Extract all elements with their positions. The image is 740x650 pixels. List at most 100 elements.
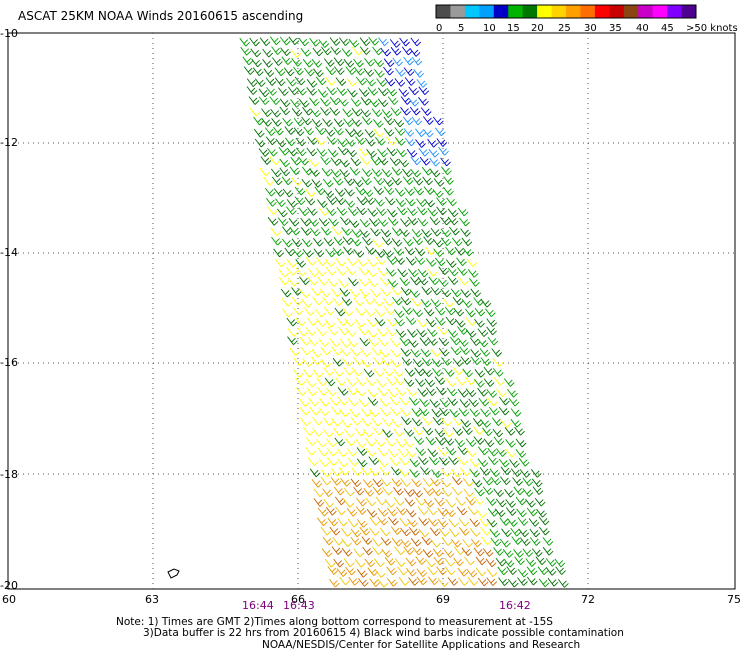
wind-barb [418, 517, 429, 526]
wind-barb [449, 408, 460, 418]
wind-barb [450, 288, 462, 298]
wind-barb [408, 97, 420, 107]
wind-barb [296, 387, 307, 396]
lat-lon-grid [8, 33, 735, 589]
wind-barb [509, 459, 520, 468]
wind-barb [290, 156, 302, 166]
wind-barb [364, 57, 375, 67]
wind-barb [259, 37, 271, 47]
wind-barb [361, 466, 372, 476]
color-scale-labels: 0 5 10 15 20 25 30 35 40 45 >50 knots [436, 23, 738, 34]
wind-barb [457, 326, 468, 335]
wind-barb [396, 206, 408, 216]
wind-barb [432, 367, 443, 377]
wind-barb [356, 196, 368, 206]
wind-barb [303, 369, 314, 378]
wind-barb [384, 196, 396, 206]
wind-barb [457, 267, 468, 276]
wind-barb [351, 118, 363, 127]
wind-barb [367, 278, 379, 288]
wind-barb [429, 157, 441, 167]
wind-barb [287, 328, 299, 337]
wind-barb [428, 456, 440, 466]
wind-barb [371, 108, 383, 117]
wind-barb [332, 297, 344, 306]
wind-barb [498, 458, 510, 468]
wind-barb [394, 317, 405, 327]
wind-barb [387, 507, 398, 517]
wind-barb [476, 509, 487, 518]
wind-barb [250, 48, 262, 58]
wind-barb [428, 276, 440, 286]
wind-barb [440, 468, 452, 477]
wind-barb [457, 567, 469, 577]
wind-barb [465, 329, 477, 338]
wind-barb [335, 377, 346, 386]
wind-barb [462, 477, 474, 487]
wind-barb [325, 248, 336, 258]
wind-barb [251, 58, 262, 68]
wind-barb [374, 249, 386, 258]
wind-barb [420, 107, 432, 116]
wind-barb [387, 388, 399, 398]
wind-barb [418, 456, 429, 465]
wind-barb [448, 456, 459, 465]
wind-barb [359, 218, 371, 228]
wind-barb [397, 566, 408, 576]
plot-frame [7, 32, 736, 590]
wind-barb [321, 167, 333, 177]
wind-barb [275, 138, 287, 148]
wind-barb [320, 97, 331, 107]
wind-barb [486, 389, 498, 398]
wind-barb [304, 188, 316, 198]
wind-barb [411, 478, 422, 488]
wind-barb [365, 246, 376, 255]
wind-barb [393, 497, 405, 506]
wind-barb [380, 407, 391, 417]
wind-barb [339, 288, 351, 297]
wind-barb [272, 57, 283, 66]
wind-barb [325, 207, 337, 216]
wind-barb [380, 287, 392, 297]
wind-barb [375, 256, 387, 265]
wind-barb [404, 368, 416, 377]
wind-barb [428, 576, 439, 586]
wind-barb [356, 447, 368, 456]
wind-barb [355, 387, 367, 397]
wind-barb [365, 437, 376, 447]
wind-barb [427, 517, 439, 527]
wind-barb [477, 577, 489, 587]
wind-barb [316, 327, 328, 337]
wind-barb [328, 217, 339, 227]
wind-barb [315, 267, 327, 277]
wind-barb [495, 557, 507, 567]
wind-barb [395, 198, 407, 208]
wind-barb [379, 277, 391, 286]
wind-barb [393, 309, 405, 318]
wind-barb [313, 488, 325, 497]
wind-barb [248, 96, 260, 105]
wind-barb [515, 449, 527, 458]
wind-barb [517, 577, 528, 586]
wind-barb [452, 416, 464, 426]
wind-barb [318, 338, 330, 347]
wind-barb [282, 308, 293, 318]
wind-barb [332, 176, 344, 186]
wind-barb [351, 107, 363, 117]
wind-barb [425, 318, 437, 328]
wind-barb [454, 438, 466, 448]
color-scale-label: 10 [483, 23, 496, 34]
wind-barb [295, 147, 307, 157]
wind-barb [415, 447, 427, 456]
wind-barb [519, 537, 531, 546]
wind-barb [362, 188, 374, 197]
wind-barb [503, 378, 515, 387]
wind-barb [300, 417, 311, 427]
wind-barb [287, 277, 299, 287]
lon-label: 75 [727, 593, 740, 606]
wind-barb [457, 338, 469, 347]
wind-barb [333, 486, 345, 496]
wind-barb [358, 578, 369, 587]
wind-barb [319, 397, 330, 407]
wind-barb [427, 207, 439, 217]
